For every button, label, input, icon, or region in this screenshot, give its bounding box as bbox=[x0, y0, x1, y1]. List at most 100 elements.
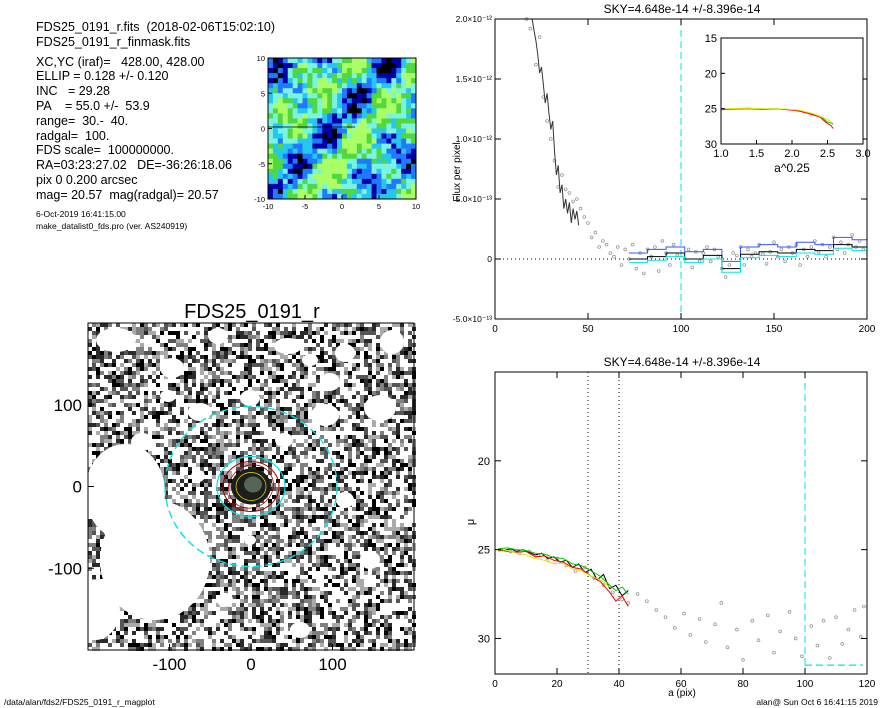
contour-cell bbox=[317, 128, 323, 134]
galaxy-pixel bbox=[128, 367, 132, 371]
galaxy-pixel bbox=[108, 435, 112, 439]
contour-cell bbox=[396, 143, 402, 150]
galaxy-pixel bbox=[384, 635, 388, 639]
contour-cell bbox=[411, 73, 417, 79]
galaxy-pixel bbox=[284, 335, 288, 339]
galaxy-pixel bbox=[296, 579, 300, 583]
galaxy-pixel bbox=[348, 623, 352, 627]
galaxy-pixel bbox=[356, 579, 360, 583]
galaxy-pixel bbox=[360, 395, 364, 399]
contour-cell bbox=[371, 68, 377, 74]
galaxy-pixel bbox=[104, 387, 108, 391]
contour-cell bbox=[268, 168, 274, 175]
galaxy-pixel bbox=[296, 615, 300, 619]
contour-cell bbox=[317, 133, 323, 139]
mu-series-red bbox=[498, 550, 629, 607]
galaxy-pixel bbox=[188, 611, 192, 615]
galaxy-pixel bbox=[348, 447, 352, 451]
galaxy-pixel bbox=[356, 443, 360, 447]
galaxy-pixel bbox=[200, 511, 204, 515]
galaxy-pixel bbox=[264, 623, 268, 627]
galaxy-pixel bbox=[356, 415, 360, 419]
contour-cell bbox=[282, 173, 289, 180]
galaxy-pixel bbox=[388, 571, 392, 575]
galaxy-pixel bbox=[396, 467, 400, 471]
galaxy-pixel bbox=[340, 339, 344, 343]
galaxy-pixel bbox=[296, 443, 300, 447]
galaxy-pixel bbox=[128, 327, 132, 331]
galaxy-pixel bbox=[244, 387, 248, 391]
galaxy-pixel bbox=[264, 391, 268, 395]
galaxy-pixel bbox=[120, 363, 124, 367]
contour-cell bbox=[396, 118, 402, 124]
galaxy-pixel bbox=[336, 531, 340, 535]
galaxy-pixel bbox=[192, 455, 196, 459]
galaxy-pixel bbox=[144, 427, 148, 431]
contour-cell bbox=[312, 158, 318, 165]
galaxy-pixel bbox=[308, 611, 312, 615]
galaxy-pixel bbox=[372, 639, 376, 643]
galaxy-pixel bbox=[392, 323, 396, 327]
contour-cell bbox=[332, 168, 338, 175]
galaxy-pixel bbox=[164, 355, 168, 359]
galaxy-pixel bbox=[352, 423, 356, 427]
galaxy-pixel bbox=[244, 559, 248, 563]
galaxy-pixel bbox=[280, 375, 284, 379]
contour-cell bbox=[297, 88, 303, 94]
galaxy-pixel bbox=[236, 455, 240, 459]
galaxy-pixel bbox=[240, 459, 244, 463]
galaxy-pixel bbox=[260, 507, 264, 511]
galaxy-pixel bbox=[376, 447, 380, 451]
contour-cell bbox=[312, 123, 318, 129]
contour-xtick-label: -5 bbox=[302, 202, 309, 211]
contour-cell bbox=[317, 93, 323, 99]
galaxy-pixel bbox=[388, 567, 392, 571]
galaxy-pixel bbox=[340, 427, 344, 431]
contour-cell bbox=[292, 93, 298, 99]
galaxy-pixel bbox=[212, 643, 216, 647]
contour-cell bbox=[322, 143, 328, 150]
galaxy-pixel bbox=[408, 387, 412, 391]
galaxy-pixel bbox=[396, 491, 400, 495]
contour-cell bbox=[312, 58, 318, 64]
galaxy-pixel bbox=[328, 643, 332, 647]
flux-profile-ylabel: Flux per pixel bbox=[452, 142, 463, 201]
galaxy-pixel bbox=[288, 495, 292, 499]
galaxy-pixel bbox=[272, 371, 276, 375]
galaxy-pixel bbox=[168, 431, 172, 435]
contour-cell bbox=[282, 93, 289, 99]
galaxy-pixel bbox=[380, 479, 384, 483]
galaxy-pixel bbox=[180, 375, 184, 379]
galaxy-pixel bbox=[228, 371, 232, 375]
galaxy-pixel bbox=[364, 387, 368, 391]
galaxy-pixel bbox=[268, 627, 272, 631]
contour-cell bbox=[277, 143, 284, 150]
galaxy-pixel bbox=[316, 395, 320, 399]
contour-cell bbox=[327, 88, 333, 94]
galaxy-pixel bbox=[268, 403, 272, 407]
galaxy-pixel bbox=[256, 559, 260, 563]
galaxy-pixel bbox=[224, 631, 228, 635]
contour-cell bbox=[351, 68, 358, 74]
galaxy-pixel bbox=[124, 631, 128, 635]
contour-cell bbox=[297, 183, 303, 190]
flux-point bbox=[593, 230, 598, 235]
galaxy-pixel bbox=[408, 343, 412, 347]
galaxy-pixel bbox=[356, 595, 360, 599]
galaxy-pixel bbox=[236, 399, 240, 403]
galaxy-pixel bbox=[192, 639, 196, 643]
galaxy-pixel bbox=[180, 479, 184, 483]
galaxy-pixel bbox=[300, 451, 304, 455]
galaxy-pixel bbox=[200, 623, 204, 627]
galaxy-pixel bbox=[380, 327, 384, 331]
galaxy-pixel bbox=[224, 547, 228, 551]
galaxy-pixel bbox=[408, 527, 412, 531]
galaxy-pixel bbox=[344, 399, 348, 403]
galaxy-pixel bbox=[224, 511, 228, 515]
galaxy-pixel bbox=[248, 423, 252, 427]
galaxy-pixel bbox=[236, 411, 240, 415]
flux-point bbox=[809, 245, 813, 249]
galaxy-pixel bbox=[200, 591, 204, 595]
galaxy-pixel bbox=[204, 479, 208, 483]
galaxy-pixel bbox=[396, 363, 400, 367]
